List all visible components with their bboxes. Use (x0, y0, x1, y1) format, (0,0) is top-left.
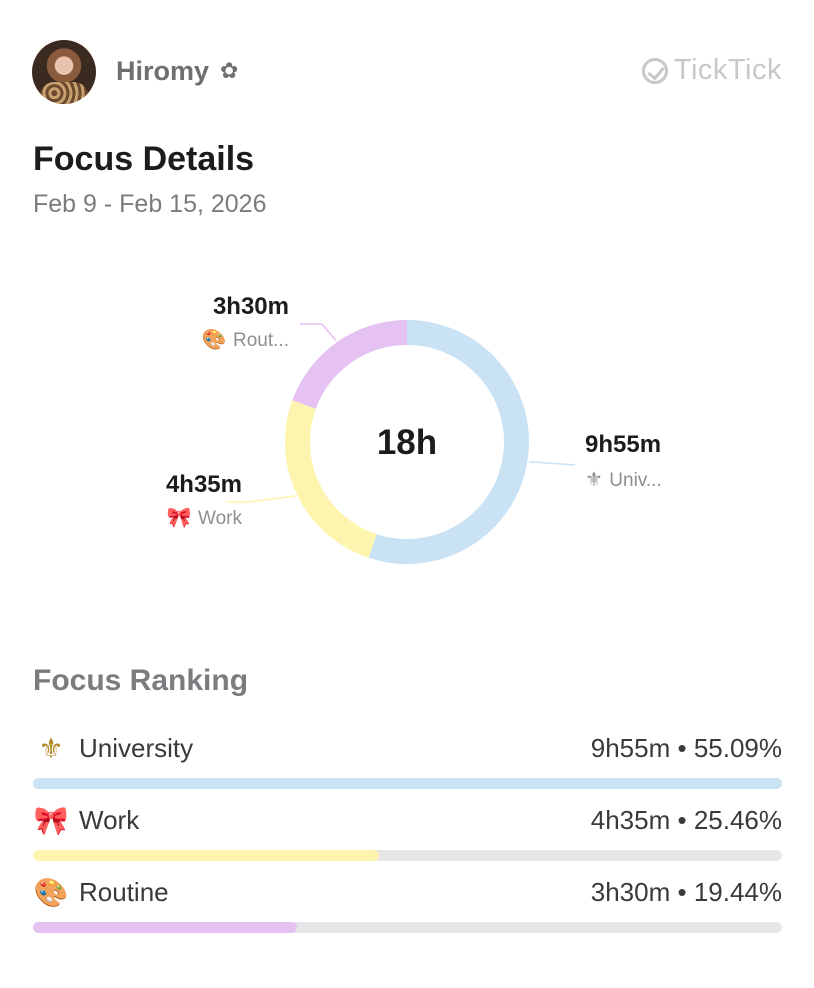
ranking-item-stat: 9h55m • 55.09% (590, 732, 782, 763)
ranking-item-stat: 4h35m • 25.46% (590, 804, 782, 835)
donut-slice-routine[interactable] (292, 320, 408, 410)
donut-leader-line (529, 460, 576, 466)
donut-label-name: ⚜ Univ... (585, 467, 662, 491)
ranking-progress-track (33, 850, 782, 861)
ranking-progress-fill (33, 850, 380, 861)
page-title: Focus Details (33, 140, 255, 178)
palette-icon: 🎨 (202, 327, 233, 351)
ranking-row-university[interactable]: ⚜ University 9h55m • 55.09% (33, 728, 782, 789)
donut-label-value: 4h35m (166, 471, 242, 498)
donut-label-name: 🎀 Work (167, 505, 243, 529)
donut-label-name: 🎨 Rout... (202, 327, 289, 351)
flower-icon: ✿ (220, 58, 239, 83)
donut-leader-line (226, 495, 296, 503)
palette-icon: 🎨 (33, 875, 69, 909)
date-range: Feb 9 - Feb 15, 2026 (33, 190, 267, 218)
brand-name: TickTick (673, 54, 782, 86)
check-circle-icon (641, 57, 668, 84)
avatar[interactable] (32, 40, 96, 104)
fleur-de-lis-icon: ⚜ (585, 467, 609, 491)
ranking-row-routine[interactable]: 🎨 Routine 3h30m • 19.44% (33, 872, 782, 933)
ranking-progress-fill (33, 778, 782, 789)
ticktick-logo: TickTick (641, 54, 782, 87)
ranking-title: Focus Ranking (33, 664, 249, 697)
ranking-progress-track (33, 778, 782, 789)
donut-label-value: 3h30m (213, 293, 289, 320)
ranking-item-name: Routine (79, 876, 169, 907)
ribbon-icon: 🎀 (33, 803, 69, 837)
donut-slice-university[interactable] (368, 320, 529, 564)
focus-donut-chart: 18h 9h55m ⚜ Univ... 4h35m 🎀 Work 3h30m 🎨 Rout.… (166, 293, 662, 564)
fleur-de-lis-icon: ⚜ (38, 731, 64, 765)
donut-label-value: 9h55m (585, 431, 661, 458)
donut-slice-work[interactable] (285, 400, 377, 558)
ranking-progress-fill (33, 922, 298, 933)
ranking-item-stat: 3h30m • 19.44% (590, 876, 782, 907)
donut-center-total: 18h (377, 423, 437, 462)
ranking-row-work[interactable]: 🎀 Work 4h35m • 25.46% (33, 800, 782, 861)
donut-leader-line (300, 323, 337, 341)
ranking-progress-track (33, 922, 782, 933)
ranking-item-name: Work (79, 804, 140, 835)
ranking-item-name: University (79, 732, 194, 763)
header: Hiromy ✿ TickTick (0, 0, 814, 140)
username: Hiromy (116, 56, 210, 86)
ribbon-icon: 🎀 (167, 505, 198, 529)
